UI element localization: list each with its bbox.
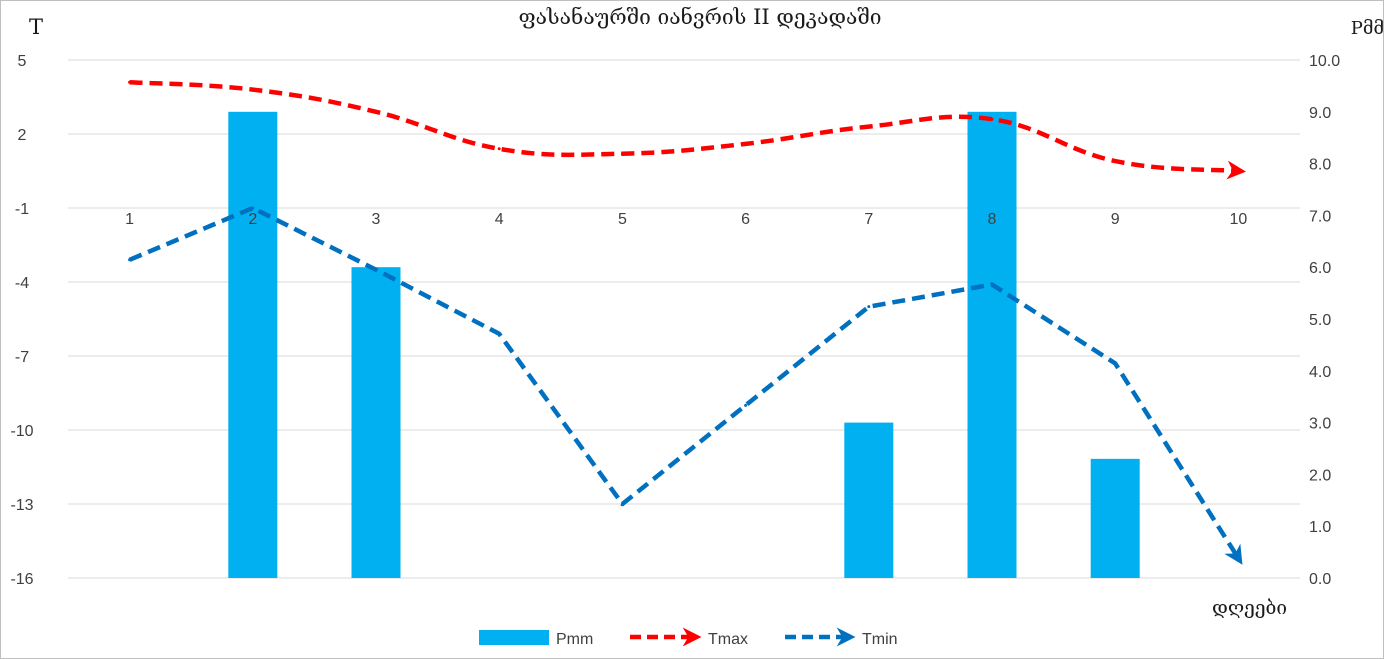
line-tmax-point-day-6 (744, 142, 748, 146)
left-tick-label: -13 (10, 497, 33, 514)
line-tmin-point-day-7 (867, 305, 871, 309)
left-axis-label: T (29, 15, 43, 39)
x-tick-label: 6 (741, 211, 750, 228)
left-tick-label: -10 (10, 423, 33, 440)
line-tmax-point-day-7 (867, 125, 871, 129)
line-tmin-point-day-5 (620, 502, 624, 506)
bar-pmm-day-2 (228, 111, 278, 579)
x-axis-ticks: 1 2 3 4 5 6 7 8 9 10 (125, 211, 1247, 228)
line-tmin-point-day-6 (744, 403, 748, 407)
right-tick-label: 3.0 (1309, 416, 1331, 433)
x-tick-label: 10 (1230, 211, 1248, 228)
line-tmin-point-day-8 (990, 282, 994, 286)
line-tmax-point-day-5 (620, 152, 624, 156)
line-tmin-point-day-2 (251, 206, 255, 210)
legend: Pmm Tmax Tmin (479, 627, 898, 648)
legend-label-tmax: Tmax (708, 631, 748, 648)
line-tmax-point-day-4 (497, 147, 501, 151)
right-tick-label: 7.0 (1309, 208, 1331, 225)
line-tmin-point-day-4 (497, 332, 501, 336)
line-tmax-point-day-2 (251, 88, 255, 92)
right-tick-label: 6.0 (1309, 260, 1331, 277)
x-tick-label: 4 (495, 211, 504, 228)
line-tmax (129, 79, 1246, 180)
x-tick-label: 3 (372, 211, 381, 228)
x-tick-label: 8 (988, 211, 997, 228)
right-axis-label: Pმმ (1351, 18, 1384, 39)
x-tick-label: 5 (618, 211, 627, 228)
left-tick-label: 5 (18, 53, 27, 70)
line-tmin-point-day-3 (374, 268, 378, 272)
x-tick-label: 1 (125, 211, 134, 228)
right-tick-label: 2.0 (1309, 467, 1331, 484)
right-tick-label: 4.0 (1309, 364, 1331, 381)
right-axis-ticks: 10.0 9.0 8.0 7.0 6.0 5.0 4.0 3.0 2.0 1.0 0.0 (1309, 53, 1340, 588)
line-tmin-point-day-9 (1113, 361, 1117, 365)
left-tick-label: -16 (10, 571, 33, 588)
pmm-bars (228, 111, 1140, 579)
x-tick-label: 7 (864, 211, 873, 228)
line-tmin (128, 205, 1243, 565)
line-tmin-point-day-10 (1236, 556, 1240, 560)
left-tick-label: -7 (15, 349, 29, 366)
bar-pmm-day-7 (844, 422, 894, 578)
line-tmin-point-day-1 (128, 258, 132, 262)
line-tmax-point-day-8 (990, 117, 994, 121)
x-tick-label: 9 (1111, 211, 1120, 228)
bar-pmm-day-8 (967, 111, 1017, 579)
left-tick-label: -1 (15, 201, 29, 218)
right-tick-label: 5.0 (1309, 312, 1331, 329)
temperature-lines (128, 79, 1246, 565)
line-tmax-point-day-1 (128, 80, 132, 84)
right-tick-label: 9.0 (1309, 105, 1331, 122)
bar-pmm-day-9 (1090, 458, 1140, 578)
left-axis-ticks: 5 2 -1 -4 -7 -10 -13 -16 (10, 53, 33, 588)
line-tmax-point-day-9 (1113, 159, 1117, 163)
legend-label-pmm: Pmm (556, 631, 593, 648)
x-axis-label: დღეები (1212, 597, 1287, 619)
line-tmax-point-day-10 (1236, 169, 1240, 173)
left-tick-label: 2 (18, 127, 27, 144)
right-tick-label: 8.0 (1309, 157, 1331, 174)
legend-swatch-pmm (479, 630, 549, 645)
legend-label-tmin: Tmin (862, 631, 898, 648)
bar-pmm-day-3 (351, 267, 401, 578)
right-tick-label: 1.0 (1309, 519, 1331, 536)
right-tick-label: 0.0 (1309, 571, 1331, 588)
left-tick-label: -4 (15, 275, 29, 292)
chart-title: ფასანაურში იანვრის II დეკადაში (518, 5, 881, 29)
right-tick-label: 10.0 (1309, 53, 1340, 70)
line-tmax-point-day-3 (374, 110, 378, 114)
x-tick-label: 2 (248, 211, 257, 228)
